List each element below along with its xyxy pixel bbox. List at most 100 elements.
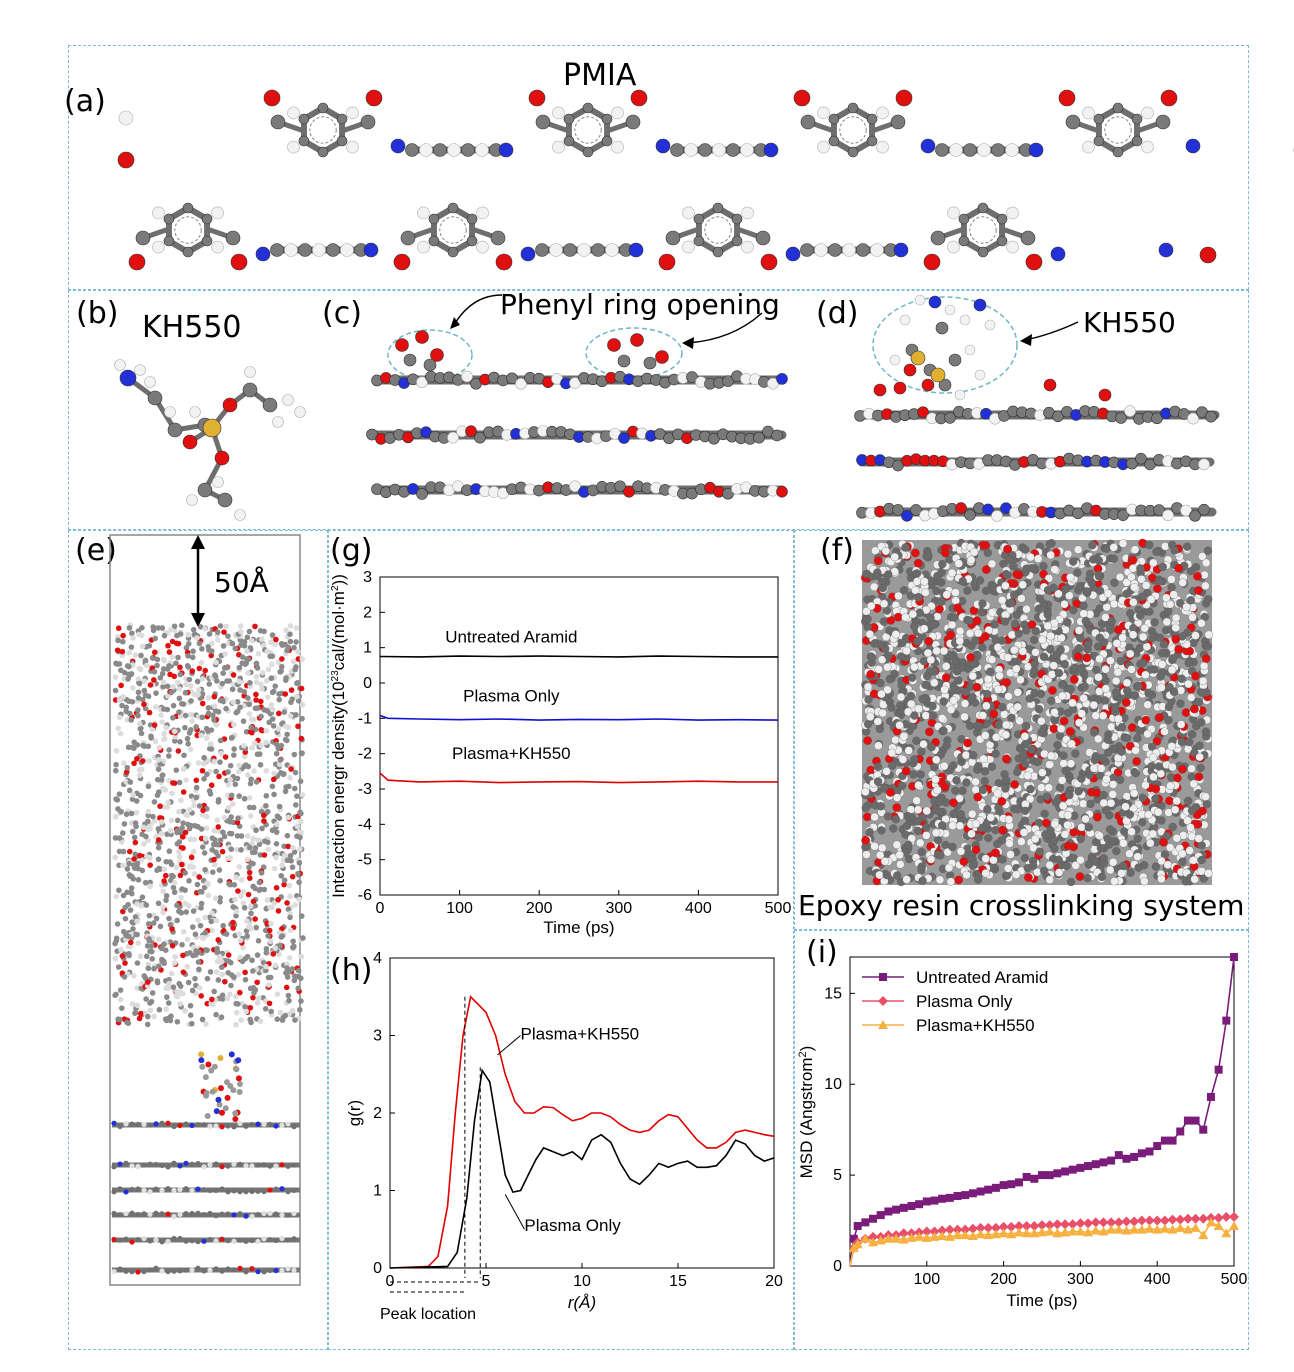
epoxy-atom [1063,618,1072,627]
resin-atom [207,969,214,975]
resin-atom [137,725,144,732]
resin-atom [215,937,222,943]
layer-atom [189,1210,195,1217]
layer-atom [225,1266,231,1272]
resin-atom [254,952,261,958]
epoxy-atom [966,721,975,730]
resin-atom [223,931,230,937]
epoxy-atom [987,762,997,771]
panel-i-frame [794,930,1249,1350]
epoxy-atom [1189,856,1198,865]
resin-atom [211,703,218,709]
epoxy-atom [975,576,985,585]
epoxy-atom [1165,796,1174,806]
resin-atom [217,837,224,843]
resin-atom [287,623,294,629]
epoxy-atom [1184,796,1193,806]
kh550-atom [235,1057,242,1064]
resin-atom [217,899,223,905]
resin-atom [269,632,276,638]
resin-atom [117,996,124,1003]
resin-atom [225,633,231,639]
resin-atom [128,810,135,817]
epoxy-atom [1095,604,1105,613]
epoxy-atom [1013,767,1022,777]
resin-atom [161,730,167,737]
epoxy-atom [923,648,933,658]
epoxy-atom [1157,683,1166,692]
resin-atom [264,808,271,815]
interface-model-illustration [109,534,306,1286]
epoxy-atom [1126,609,1135,618]
epoxy-atom [921,711,931,720]
resin-atom [263,963,269,970]
resin-atom [228,982,234,989]
resin-atom [142,879,149,886]
resin-atom [250,835,256,842]
epoxy-atom [892,793,902,802]
epoxy-atom [1184,679,1193,689]
oxygen-atom [903,363,917,377]
resin-atom [236,762,242,769]
resin-atom [293,625,300,631]
hydrogen-atom [944,304,956,316]
resin-atom [268,675,275,682]
resin-atom [179,990,186,997]
resin-atom [298,810,304,817]
epoxy-atom [1074,644,1084,653]
layer-atom [207,1210,213,1217]
resin-atom [239,654,246,660]
resin-atom [282,691,289,697]
epoxy-atom [1097,764,1106,773]
epoxy-atom [1050,844,1059,853]
layer-atom [249,1188,255,1195]
resin-atom [165,642,171,649]
resin-atom [258,742,264,749]
resin-atom [221,833,228,840]
epoxy-atom [1186,823,1195,832]
resin-atom [263,967,269,974]
resin-atom [215,828,221,834]
resin-atom [157,803,163,810]
epoxy-atom [892,803,902,812]
layer-atom [267,1187,273,1193]
epoxy-atom [1024,873,1033,882]
resin-atom [215,709,222,715]
carbon-atom [828,113,840,125]
resin-atom [204,947,210,953]
resin-atom [206,647,212,653]
resin-atom [241,763,248,770]
aromatic-ring [174,216,202,244]
epoxy-atom [1046,631,1055,641]
kh550-atom [202,1074,209,1081]
hydrogen-atom [476,206,489,220]
hydrogen-atom [114,359,126,371]
resin-atom [295,967,302,974]
epoxy-atom [902,646,911,655]
resin-atom [174,902,180,909]
epoxy-atom [989,709,999,719]
resin-atom [210,869,216,875]
resin-atom [129,828,136,835]
hydrogen-atom [189,406,201,418]
resin-atom [213,768,219,775]
resin-atom [207,741,214,748]
epoxy-atom [967,555,976,565]
resin-atom [214,958,221,965]
layer-atom [249,1163,255,1169]
layer-atom [147,1211,153,1217]
resin-atom [114,661,121,667]
chain-atom [670,143,684,157]
resin-atom [168,1013,174,1019]
layer-atom [135,1121,141,1127]
layer-atom [465,425,477,437]
resin-atom [181,752,187,759]
resin-atom [126,787,133,794]
layer-atom [147,1161,153,1167]
resin-atom [241,904,248,911]
oxygen-atom [495,253,513,271]
resin-atom [285,906,292,913]
resin-atom [173,660,179,667]
epoxy-atom [993,789,1002,798]
layer-atom [165,1268,171,1275]
